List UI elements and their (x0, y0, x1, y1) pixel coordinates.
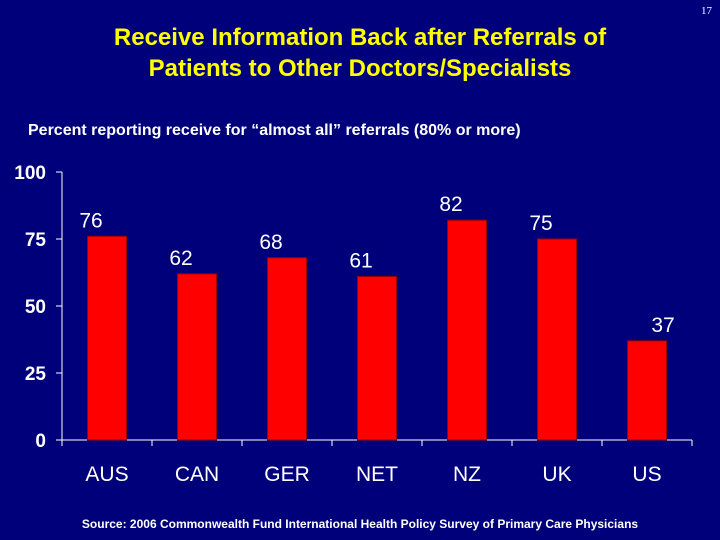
data-label: 37 (651, 314, 674, 337)
category-label: NZ (453, 463, 481, 486)
category-label: AUS (85, 463, 128, 486)
category-label: GER (264, 463, 310, 486)
data-label: 75 (529, 212, 552, 235)
category-label: CAN (175, 463, 219, 486)
bar (447, 219, 487, 441)
source-note: Source: 2006 Commonwealth Fund Internati… (81, 517, 639, 531)
y-tick-label: 75 (25, 230, 47, 251)
page-number: 17 (701, 5, 712, 17)
data-label: 61 (349, 250, 372, 273)
y-tick-label: 50 (25, 297, 46, 318)
data-label: 82 (439, 193, 462, 216)
bar (357, 276, 397, 441)
category-label: US (632, 463, 661, 486)
category-label: UK (542, 463, 571, 486)
y-tick-label: 100 (14, 163, 46, 184)
y-tick-label: 25 (25, 364, 47, 385)
data-label: 68 (259, 231, 282, 254)
y-tick-label: 0 (35, 431, 46, 452)
bar (537, 238, 577, 441)
bar (177, 273, 217, 441)
category-label: NET (356, 463, 398, 486)
data-label: 62 (169, 247, 192, 270)
title-line-2: Patients to Other Doctors/Specialists (148, 55, 572, 82)
data-label: 76 (79, 209, 102, 232)
bar (267, 257, 307, 441)
slide-title: Receive Information Back after Referrals… (40, 22, 680, 84)
bar (627, 340, 667, 441)
chart-subtitle: Percent reporting receive for “almost al… (28, 122, 521, 139)
bar (87, 235, 127, 441)
title-line-1: Receive Information Back after Referrals… (113, 24, 607, 51)
